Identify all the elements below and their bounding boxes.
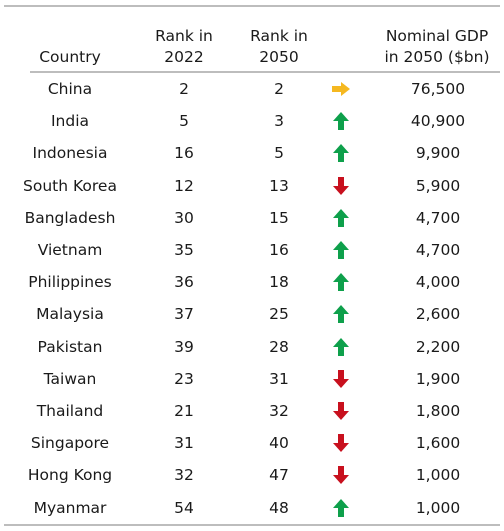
up-arrow-icon bbox=[333, 337, 349, 356]
rank-2050-cell: 5 bbox=[274, 144, 284, 163]
bottom-rule bbox=[4, 524, 500, 526]
table-row: South Korea 12 13 5,900 bbox=[0, 170, 504, 202]
table-row: India 5 3 40,900 bbox=[0, 105, 504, 137]
rank-2050-cell: 3 bbox=[274, 112, 284, 131]
up-arrow-icon bbox=[333, 241, 349, 259]
up-arrow-icon bbox=[333, 498, 349, 517]
country-cell: Indonesia bbox=[32, 144, 108, 163]
header-country: Country bbox=[0, 47, 140, 68]
country-cell: Vietnam bbox=[37, 241, 103, 259]
rank-2050-cell: 48 bbox=[269, 498, 289, 517]
table-row: Bangladesh 30 15 4,700 bbox=[0, 202, 504, 234]
rank-2050-cell: 16 bbox=[269, 241, 289, 259]
table-row: Indonesia 16 5 9,900 bbox=[0, 137, 504, 169]
down-arrow-icon bbox=[333, 369, 349, 388]
country-cell: Hong Kong bbox=[27, 466, 113, 485]
rank-2050-cell: 47 bbox=[269, 466, 289, 485]
rank-2050-cell: 28 bbox=[269, 337, 289, 356]
gdp-2050-cell: 2,600 bbox=[415, 305, 461, 324]
down-arrow-icon bbox=[333, 434, 349, 453]
header-rank-2022-line1: Rank in bbox=[155, 27, 213, 45]
country-cell: Thailand bbox=[36, 402, 104, 420]
table-row: Philippines 36 18 4,000 bbox=[0, 266, 504, 298]
country-cell: South Korea bbox=[23, 176, 117, 195]
gdp-2050-cell: 1,000 bbox=[415, 466, 461, 485]
rank-2022-cell: 5 bbox=[179, 112, 189, 131]
gdp-2050-cell: 40,900 bbox=[410, 112, 466, 131]
country-cell: India bbox=[50, 112, 90, 131]
rank-2022-cell: 23 bbox=[174, 369, 194, 388]
country-cell: Malaysia bbox=[36, 305, 104, 324]
right-arrow-icon bbox=[332, 82, 350, 96]
down-arrow-icon bbox=[333, 176, 349, 195]
gdp-2050-cell: 1,800 bbox=[415, 402, 461, 420]
country-cell: Myanmar bbox=[33, 498, 107, 517]
rank-2050-cell: 13 bbox=[269, 176, 289, 195]
gdp-2050-cell: 1,900 bbox=[415, 369, 461, 388]
rank-2050-cell: 18 bbox=[269, 273, 289, 292]
rank-2022-cell: 39 bbox=[174, 337, 194, 356]
table-row: Vietnam 35 16 4,700 bbox=[0, 234, 504, 266]
up-arrow-icon bbox=[333, 305, 349, 324]
header-gdp-line1: Nominal GDP bbox=[385, 27, 489, 45]
table-row: Malaysia 37 25 2,600 bbox=[0, 298, 504, 330]
rank-2022-cell: 32 bbox=[174, 466, 194, 485]
gdp-2050-cell: 4,000 bbox=[415, 273, 461, 292]
country-cell: Singapore bbox=[30, 434, 110, 453]
table-row: Singapore 31 40 1,600 bbox=[0, 427, 504, 459]
gdp-2050-cell: 1,000 bbox=[415, 498, 461, 517]
rank-2022-cell: 12 bbox=[174, 176, 194, 195]
rank-2022-cell: 37 bbox=[174, 305, 194, 324]
rank-2022-cell: 16 bbox=[174, 144, 194, 163]
header-rank-2050-line2: 2050 bbox=[259, 48, 299, 66]
gdp-2050-cell: 5,900 bbox=[415, 176, 461, 195]
rank-2022-cell: 54 bbox=[174, 498, 194, 517]
country-cell: Bangladesh bbox=[24, 208, 116, 227]
rank-2022-cell: 35 bbox=[174, 241, 194, 259]
rank-2050-cell: 2 bbox=[274, 80, 284, 98]
country-cell: China bbox=[47, 80, 93, 98]
gdp-2050-cell: 1,600 bbox=[415, 434, 461, 453]
gdp-2050-cell: 4,700 bbox=[415, 241, 461, 259]
gdp-2050-cell: 4,700 bbox=[415, 208, 461, 227]
table-row: China 2 2 76,500 bbox=[0, 73, 504, 105]
rank-2022-cell: 21 bbox=[174, 402, 194, 420]
up-arrow-icon bbox=[333, 208, 349, 227]
country-cell: Pakistan bbox=[37, 337, 103, 356]
up-arrow-icon bbox=[333, 144, 349, 163]
header-country-label: Country bbox=[39, 48, 101, 66]
rank-2022-cell: 30 bbox=[174, 208, 194, 227]
top-rule bbox=[4, 5, 500, 7]
gdp-2050-cell: 9,900 bbox=[415, 144, 461, 163]
header-rank-2050-line1: Rank in bbox=[250, 27, 308, 45]
table-row: Hong Kong 32 47 1,000 bbox=[0, 459, 504, 491]
gdp-2050-cell: 76,500 bbox=[410, 80, 466, 98]
rank-2050-cell: 25 bbox=[269, 305, 289, 324]
rank-2022-cell: 2 bbox=[179, 80, 189, 98]
country-cell: Taiwan bbox=[43, 369, 97, 388]
header-rank-2050: Rank in 2050 bbox=[235, 26, 323, 68]
down-arrow-icon bbox=[333, 402, 349, 420]
table-row: Pakistan 39 28 2,200 bbox=[0, 331, 504, 363]
gdp-2050-cell: 2,200 bbox=[415, 337, 461, 356]
header-rank-2022-line2: 2022 bbox=[164, 48, 204, 66]
rank-2050-cell: 32 bbox=[269, 402, 289, 420]
up-arrow-icon bbox=[333, 112, 349, 131]
table-row: Taiwan 23 31 1,900 bbox=[0, 363, 504, 395]
down-arrow-icon bbox=[333, 466, 349, 485]
rank-2022-cell: 36 bbox=[174, 273, 194, 292]
header-gdp-2050: Nominal GDP in 2050 ($bn) bbox=[370, 26, 504, 68]
up-arrow-icon bbox=[333, 273, 349, 292]
rank-2050-cell: 40 bbox=[269, 434, 289, 453]
rank-2050-cell: 31 bbox=[269, 369, 289, 388]
header-rank-2022: Rank in 2022 bbox=[140, 26, 228, 68]
header-gdp-line2: in 2050 ($bn) bbox=[384, 48, 490, 66]
header-rule bbox=[30, 71, 500, 73]
table-row: Thailand 21 32 1,800 bbox=[0, 395, 504, 427]
country-cell: Philippines bbox=[28, 273, 112, 292]
rank-2022-cell: 31 bbox=[174, 434, 194, 453]
table-row: Myanmar 54 48 1,000 bbox=[0, 492, 504, 524]
rank-2050-cell: 15 bbox=[269, 208, 289, 227]
